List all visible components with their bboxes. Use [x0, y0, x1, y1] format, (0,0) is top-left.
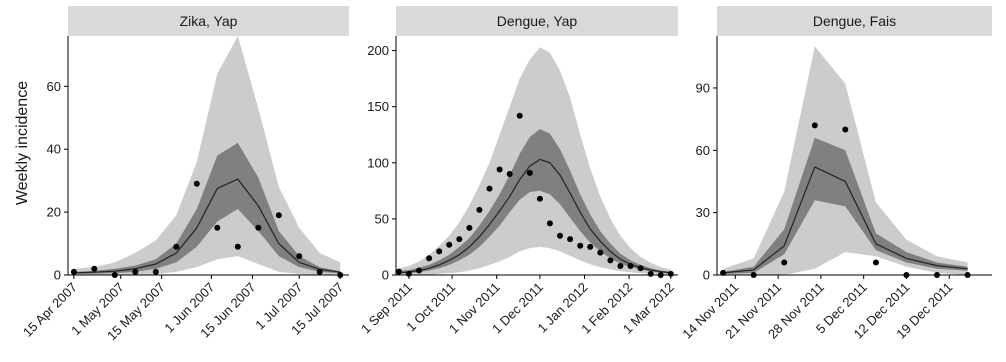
y-tick-label: 200 [367, 43, 389, 58]
y-tick-label: 90 [696, 80, 710, 95]
observed-point [516, 112, 523, 119]
observed-point [607, 257, 614, 264]
y-tick-label: 100 [367, 155, 389, 170]
y-tick-label: 40 [47, 142, 61, 157]
observed-point [587, 243, 594, 250]
observed-point [132, 268, 139, 275]
observed-point [577, 242, 584, 249]
observed-point [496, 166, 503, 173]
observed-point [720, 269, 727, 276]
y-tick-label: 0 [703, 268, 710, 283]
observed-point [647, 270, 654, 277]
observed-point [214, 224, 221, 231]
observed-point [426, 255, 433, 262]
observed-point [416, 267, 422, 274]
observed-point [255, 224, 262, 231]
observed-point [536, 195, 543, 202]
median-line [398, 158, 671, 274]
facet-strip [717, 6, 992, 36]
observed-point [446, 241, 453, 248]
y-tick-label: 50 [375, 211, 389, 226]
observed-point [395, 268, 402, 275]
y-tick-label: 60 [47, 79, 61, 94]
facet-strip [396, 6, 678, 36]
facet-title: Dengue, Yap [497, 13, 578, 29]
observed-point [811, 122, 818, 129]
observed-point [872, 259, 879, 266]
observed-point [476, 206, 483, 213]
y-tick-label: 20 [47, 205, 61, 220]
observed-point [456, 236, 463, 243]
observed-point [557, 232, 563, 239]
facet-title: Zika, Yap [180, 13, 238, 29]
y-tick-label: 0 [54, 268, 61, 283]
observed-point [91, 265, 98, 272]
observed-point [781, 259, 788, 266]
y-tick-label: 30 [696, 205, 710, 220]
observed-point [316, 268, 323, 275]
observed-point [296, 253, 303, 260]
observed-point [567, 236, 574, 243]
y-tick-label: 150 [367, 99, 389, 114]
y-tick-label: 60 [696, 143, 710, 158]
observed-point [597, 249, 604, 256]
observed-point [466, 224, 473, 231]
inner-interval-band [398, 129, 671, 274]
y-tick-label: 0 [382, 268, 389, 283]
observed-point [193, 180, 200, 187]
observed-point [617, 263, 624, 269]
observed-point [275, 212, 282, 219]
observed-point [546, 220, 553, 227]
facet-strip [68, 6, 349, 36]
outer-interval-band [73, 36, 341, 275]
observed-point [627, 263, 634, 269]
observed-point [637, 265, 644, 272]
observed-point [506, 171, 513, 177]
observed-point [526, 169, 533, 176]
observed-point [842, 126, 849, 133]
inner-interval-band [723, 137, 968, 274]
observed-point [70, 268, 77, 275]
observed-point [486, 185, 493, 192]
y-axis-title: Weekly incidence [14, 81, 31, 205]
observed-point [234, 243, 241, 250]
observed-point [173, 243, 180, 250]
observed-point [436, 248, 443, 255]
facet-title: Dengue, Fais [813, 13, 896, 29]
median-line [73, 178, 341, 274]
median-line [723, 166, 968, 274]
observed-point [152, 268, 159, 275]
